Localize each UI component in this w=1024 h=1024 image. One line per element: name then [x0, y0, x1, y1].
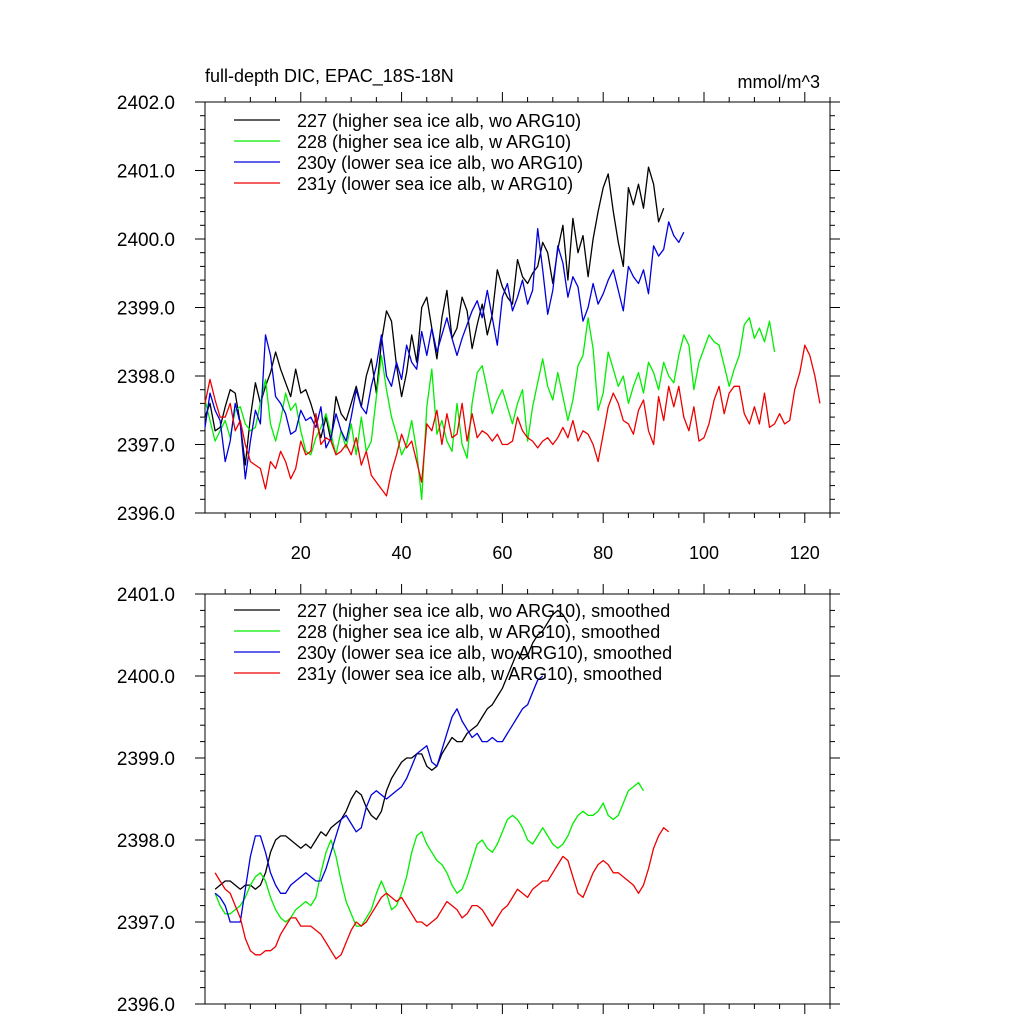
y-tick-label: 2398.0 — [117, 831, 175, 852]
y-tick-label: 2397.0 — [117, 436, 175, 457]
plot-frame — [204, 593, 831, 1005]
y-tick-label: 2401.0 — [117, 162, 175, 183]
series-line-227 — [214, 609, 569, 890]
series-line-230y — [204, 221, 685, 480]
legend-label-227: 227 (higher sea ice alb, wo ARG10), smoo… — [297, 601, 670, 621]
y-tick-label: 2400.0 — [117, 667, 175, 688]
y-tick-label: 2396.0 — [117, 995, 175, 1016]
legend-label-228: 228 (higher sea ice alb, w ARG10) — [297, 132, 571, 152]
series-line-228 — [204, 317, 776, 500]
y-tick-label: 2402.0 — [117, 93, 175, 114]
series-line-227 — [204, 166, 665, 466]
legend-label-228: 228 (higher sea ice alb, w ARG10), smoot… — [297, 622, 660, 642]
y-tick-label: 2398.0 — [117, 367, 175, 388]
x-tick-label: 40 — [392, 543, 412, 563]
legend-label-231y: 231y (lower sea ice alb, w ARG10), smoot… — [297, 664, 662, 684]
x-tick-label: 80 — [593, 543, 613, 563]
legend-label-227: 227 (higher sea ice alb, wo ARG10) — [297, 111, 581, 131]
y-tick-label: 2397.0 — [117, 913, 175, 934]
x-tick-label: 60 — [492, 543, 512, 563]
series-line-231y — [214, 827, 670, 960]
x-tick-label: 100 — [689, 543, 719, 563]
y-tick-label: 2401.0 — [117, 585, 175, 606]
series-line-231y — [204, 344, 821, 497]
units-label: mmol/m^3 — [738, 72, 820, 92]
series-line-228 — [214, 781, 645, 927]
legend-label-230y: 230y (lower sea ice alb, wo ARG10), smoo… — [297, 643, 672, 663]
top-panel: 20 40 60 80 100 120 2396.0 2397.0 2398.0 2399.0 24… — [117, 92, 840, 563]
legend-label-230y: 230y (lower sea ice alb, wo ARG10) — [297, 153, 583, 173]
y-tick-label: 2396.0 — [117, 504, 175, 525]
chart-title: full-depth DIC, EPAC_18S-18N — [205, 66, 454, 87]
x-tick-label: 120 — [790, 543, 820, 563]
x-tick-label: 20 — [291, 543, 311, 563]
legend-label-231y: 231y (lower sea ice alb, w ARG10) — [297, 174, 573, 194]
series-line-230y — [214, 675, 544, 923]
y-tick-label: 2399.0 — [117, 299, 175, 320]
y-tick-label: 2400.0 — [117, 230, 175, 251]
y-tick-label: 2399.0 — [117, 749, 175, 770]
bottom-panel: 2396.0 2397.0 2398.0 2399.0 2400.0 2401.0 227 … — [117, 584, 840, 1016]
